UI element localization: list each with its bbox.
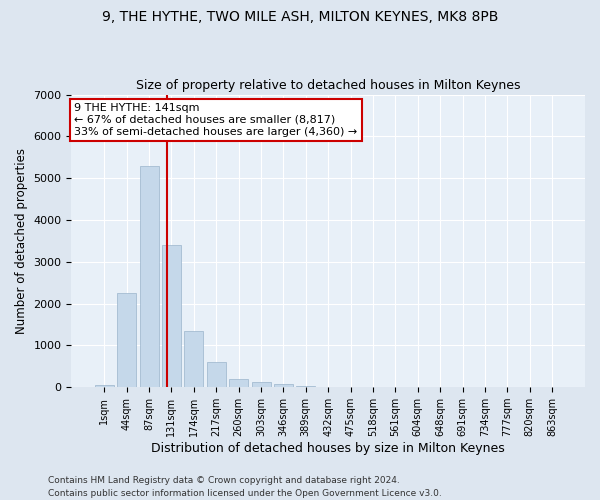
Bar (251, 382, 271, 387)
Text: 9 THE HYTHE: 141sqm
← 67% of detached houses are smaller (8,817)
33% of semi-det: 9 THE HYTHE: 141sqm ← 67% of detached ho… (74, 104, 357, 136)
X-axis label: Distribution of detached houses by size in Milton Keynes: Distribution of detached houses by size … (151, 442, 505, 455)
Bar (184, 331, 203, 387)
Text: Contains HM Land Registry data © Crown copyright and database right 2024.
Contai: Contains HM Land Registry data © Crown c… (48, 476, 442, 498)
Bar (229, 380, 248, 387)
Bar (140, 166, 158, 387)
Bar (95, 385, 114, 387)
Y-axis label: Number of detached properties: Number of detached properties (15, 148, 28, 334)
Bar (296, 386, 316, 387)
Text: 9, THE HYTHE, TWO MILE ASH, MILTON KEYNES, MK8 8PB: 9, THE HYTHE, TWO MILE ASH, MILTON KEYNE… (102, 10, 498, 24)
Bar (117, 293, 136, 387)
Bar (274, 384, 293, 387)
Bar (162, 245, 181, 387)
Title: Size of property relative to detached houses in Milton Keynes: Size of property relative to detached ho… (136, 79, 520, 92)
Bar (207, 362, 226, 387)
